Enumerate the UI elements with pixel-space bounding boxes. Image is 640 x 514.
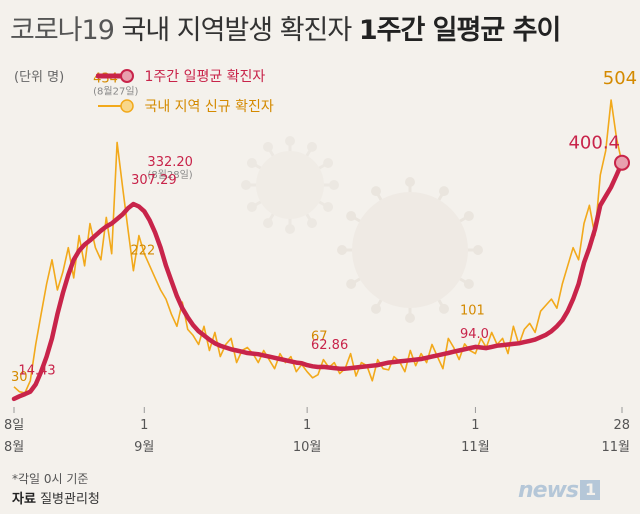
x-tick-label-2: 1 [303,418,311,433]
annotation-value-3: 222 [130,244,155,259]
virus-0-icon [337,177,483,323]
source-org: 질병관리청 [40,492,100,507]
annotation-note-1: (8월28일) [147,169,192,181]
footnote: *각일 0시 기준 [12,472,89,486]
source-line: 자료 질병관리청 [12,488,100,507]
x-tick-label-3: 1 [471,418,479,433]
legend-average-marker-icon [95,69,134,83]
x-tick-label-0: 8일 [4,418,24,433]
annotation-value-1: 332.20 [147,155,193,170]
x-axis: 8일 8월 1 9월 1 10월 1 11월 28 11월 [4,407,630,455]
annotation-value-5: 14.43 [18,363,55,378]
source-label: 자료 [12,492,36,507]
annotation-note-0: (8월27일) [93,85,138,97]
page-title: 코로나19 국내 지역발생 확진자 1주간 일평균 추이 [10,15,561,46]
x-month-label-3: 11월 [461,440,490,455]
annotations: 434(8월27일)332.20(8월28일)307.292223014.436… [11,68,637,385]
x-month-label-1: 9월 [134,440,154,455]
x-month-label-4: 11월 [601,440,630,455]
weekly-average-series [11,154,630,402]
legend-item-average: 1주간 일평균 확진자 [95,66,266,86]
unit-label: (단위 명) [14,70,65,85]
legend-daily-marker-icon [98,99,134,113]
annotation-value-2: 307.29 [131,173,177,188]
virus-1-icon [241,136,339,234]
weekly-average-end-marker [614,154,630,171]
annotation-value-7: 62.86 [311,338,348,353]
x-tick-label-1: 1 [140,418,148,433]
weekly-average-line [11,160,625,402]
legend-daily-label: 국내 지역 신규 확진자 [144,99,274,115]
annotation-value-10: 504 [603,68,637,89]
annotation-value-4: 30 [11,370,28,385]
legend-average-label: 1주간 일평균 확진자 [144,69,266,85]
annotation-value-6: 67 [311,330,328,345]
annotation-value-8: 101 [460,304,485,319]
daily-cases-line [13,99,623,394]
x-month-label-0: 8월 [4,440,24,455]
legend-item-daily: 국내 지역 신규 확진자 [96,96,274,116]
virus-decoration-icon [241,136,483,323]
x-month-label-2: 10월 [293,440,322,455]
x-tick-label-4: 28 [613,418,630,433]
news1-logo: news 1 [518,478,601,503]
annotation-value-11: 400.4 [568,133,620,154]
annotation-value-9: 94.0 [460,327,489,342]
